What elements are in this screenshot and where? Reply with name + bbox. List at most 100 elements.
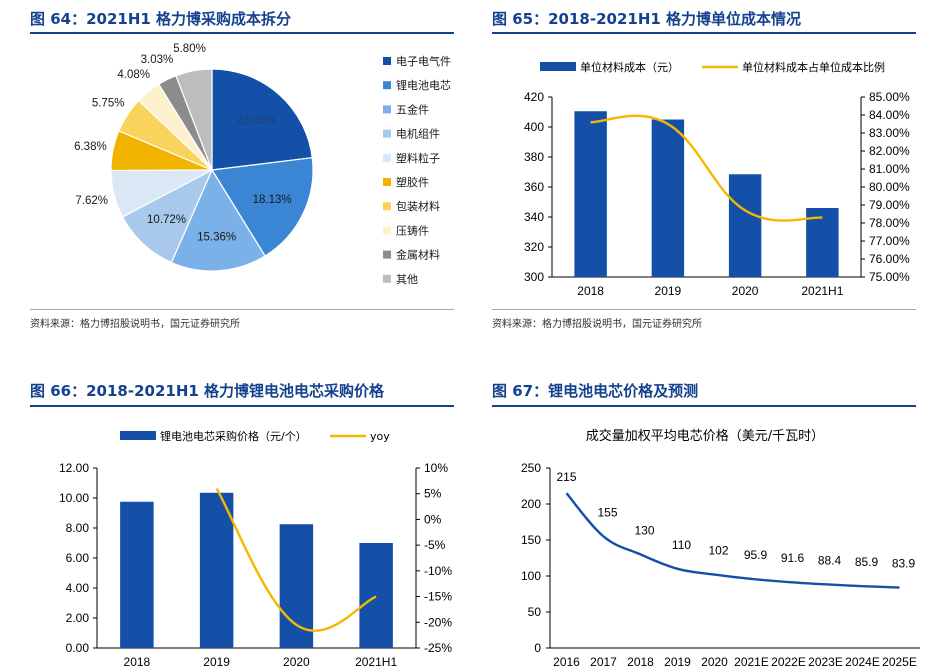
x-tick-label: 2017 — [590, 655, 617, 669]
y2-tick-label: 0% — [424, 512, 442, 526]
legend-label: 锂电池电芯 — [396, 78, 451, 92]
pie-slice — [211, 68, 313, 171]
y-tick-label: 400 — [524, 120, 544, 134]
legend-swatch — [383, 274, 391, 283]
x-tick-label: 2018 — [577, 284, 604, 298]
pie-slice — [170, 168, 266, 272]
fig66-title: 图 66：2018-2021H1 格力博锂电池电芯采购价格 — [30, 382, 385, 400]
fig64-source-rule — [30, 309, 454, 310]
y2-tick-label: 80.00% — [869, 180, 910, 194]
y-tick-label: 340 — [524, 210, 544, 224]
bar — [359, 543, 393, 648]
y2-tick-label: 83.00% — [869, 126, 910, 140]
data-label: 102 — [708, 544, 728, 558]
slice-value-label: 5.80% — [173, 43, 206, 55]
legend-label: 五金件 — [396, 102, 429, 116]
y2-tick-label: 5% — [424, 487, 442, 501]
y-tick-label: 12.00 — [59, 461, 89, 475]
legend-swatch — [383, 57, 391, 65]
y-tick-label: 250 — [521, 461, 541, 475]
y-tick-label: 150 — [521, 533, 541, 547]
fig66-bar-line-chart: 0.00 2.00 4.00 6.00 8.00 10.00 12.00 -25% -20% -1… — [59, 429, 452, 669]
legend-label: 电子电气件 — [396, 54, 451, 68]
data-label: 155 — [597, 505, 617, 519]
legend-label: 电机组件 — [396, 127, 440, 141]
legend-swatch — [383, 226, 391, 235]
pie-slice — [121, 168, 214, 264]
fig65-bar-line-chart: 300 320 340 360 380 400 420 75.00% 76.00% 77.00% 7… — [524, 60, 910, 298]
y2-tick-label: 84.00% — [869, 108, 910, 122]
y-tick-label: 10.00 — [59, 491, 89, 505]
slice-value-label: 3.03% — [141, 54, 174, 66]
y-tick-label: 0 — [534, 641, 541, 655]
legend-swatch — [383, 202, 391, 211]
legend-swatch — [383, 178, 391, 186]
y-tick-label: 2.00 — [66, 611, 90, 625]
x-tick-label: 2022E — [771, 655, 806, 669]
slice-value-label: 23.03% — [237, 115, 276, 127]
fig64-title: 图 64：2021H1 格力博采购成本拆分 — [30, 10, 292, 28]
legend-label: 金属材料 — [396, 248, 440, 262]
y-tick-label: 320 — [524, 240, 544, 254]
bar — [199, 492, 234, 648]
x-tick-label: 2019 — [203, 655, 230, 669]
y2-tick-label: 10% — [424, 461, 448, 475]
legend-swatch — [120, 431, 156, 440]
y2-tick-label: -25% — [424, 641, 452, 655]
fig65-source-rule — [492, 309, 916, 310]
legend-swatch — [383, 250, 391, 259]
fig64-source: 资料来源：格力博招股说明书，国元证券研究所 — [30, 319, 240, 330]
fig65-title: 图 65：2018-2021H1 格力博单位成本情况 — [492, 10, 802, 28]
fig64-title-rule — [30, 32, 454, 34]
x-tick-label: 2020 — [732, 284, 759, 298]
bar — [279, 524, 314, 648]
x-tick-label: 2024E — [845, 655, 880, 669]
slice-value-label: 4.08% — [117, 69, 150, 81]
y-tick-label: 6.00 — [66, 551, 90, 565]
y-tick-label: 420 — [524, 90, 544, 104]
y2-tick-label: 82.00% — [869, 144, 910, 158]
y2-tick-label: 81.00% — [869, 162, 910, 176]
x-tick-label: 2025E — [882, 655, 917, 669]
data-label: 95.9 — [744, 548, 768, 562]
x-tick-label: 2020 — [283, 655, 310, 669]
y-tick-label: 360 — [524, 180, 544, 194]
bar — [728, 174, 762, 277]
y2-tick-label: 78.00% — [869, 216, 910, 230]
data-label: 83.9 — [892, 557, 916, 571]
legend-label: 塑胶件 — [396, 175, 429, 189]
series-line — [215, 487, 377, 632]
y2-tick-label: -10% — [424, 564, 452, 578]
x-tick-label: 2023E — [808, 655, 843, 669]
y-tick-label: 0.00 — [66, 641, 90, 655]
fig65-title-rule — [492, 32, 916, 34]
fig67-title: 图 67：锂电池电芯价格及预测 — [492, 382, 699, 400]
legend-swatch — [383, 153, 391, 162]
y-tick-label: 50 — [528, 605, 542, 619]
x-tick-label: 2020 — [701, 655, 728, 669]
series-line — [565, 492, 900, 589]
fig65-source: 资料来源：格力博招股说明书，国元证券研究所 — [492, 319, 702, 330]
legend-swatch — [383, 129, 391, 138]
y-tick-label: 8.00 — [66, 521, 90, 535]
legend-label: 单位材料成本占单位成本比例 — [742, 60, 885, 74]
slice-value-label: 18.13% — [253, 194, 292, 206]
slice-value-label: 6.38% — [74, 141, 107, 153]
fig64-pie-chart: 23.03% 18.13% 15.36% 10.72% 7.62% 6.38% 5.75% 4… — [74, 43, 451, 286]
data-label: 91.6 — [781, 551, 805, 565]
slice-value-label: 15.36% — [197, 231, 236, 243]
x-tick-label: 2016 — [553, 655, 580, 669]
y2-tick-label: -15% — [424, 590, 452, 604]
y-tick-label: 200 — [521, 497, 541, 511]
slice-value-label: 7.62% — [75, 195, 108, 207]
fig67-line-chart: 成交量加权平均电芯价格（美元/千瓦时） 0 50 100 150 200 250 2016 20… — [521, 428, 920, 669]
chart-title: 成交量加权平均电芯价格（美元/千瓦时） — [586, 428, 824, 444]
fig66-title-rule — [30, 405, 454, 407]
x-tick-label: 2021H1 — [801, 284, 843, 298]
legend-label: yoy — [370, 430, 390, 443]
legend-swatch — [383, 81, 391, 90]
x-tick-label: 2021H1 — [355, 655, 397, 669]
data-label: 215 — [556, 470, 576, 484]
legend-label: 锂电池电芯采购价格（元/个） — [160, 429, 307, 443]
y2-tick-label: 85.00% — [869, 90, 910, 104]
